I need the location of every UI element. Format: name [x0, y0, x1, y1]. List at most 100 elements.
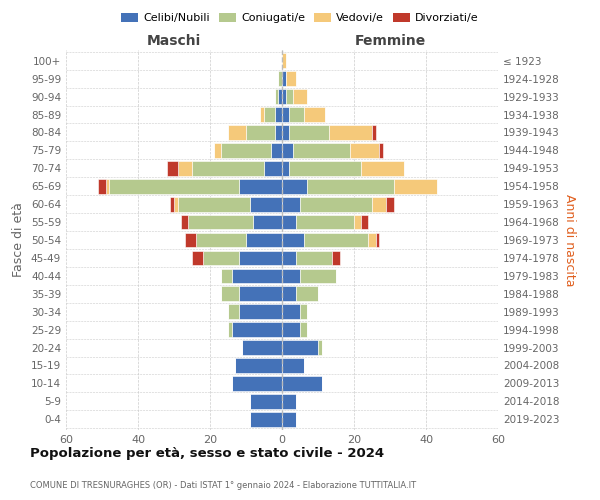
- Text: Popolazione per età, sesso e stato civile - 2024: Popolazione per età, sesso e stato civil…: [30, 448, 384, 460]
- Bar: [221, 143, 271, 158]
- Bar: [239, 304, 282, 319]
- Bar: [203, 250, 239, 266]
- Bar: [239, 286, 282, 301]
- Bar: [394, 179, 437, 194]
- Bar: [232, 376, 282, 390]
- Bar: [296, 286, 318, 301]
- Bar: [282, 250, 296, 266]
- Bar: [178, 161, 192, 176]
- Bar: [304, 232, 368, 248]
- Bar: [228, 304, 239, 319]
- Bar: [282, 232, 304, 248]
- Bar: [282, 90, 286, 104]
- Bar: [300, 197, 372, 212]
- Bar: [271, 143, 282, 158]
- Bar: [300, 304, 307, 319]
- Bar: [278, 90, 282, 104]
- Bar: [282, 394, 296, 408]
- Bar: [282, 143, 293, 158]
- Bar: [282, 376, 322, 390]
- Bar: [250, 197, 282, 212]
- Bar: [289, 161, 361, 176]
- Bar: [250, 412, 282, 426]
- Bar: [246, 232, 282, 248]
- Bar: [282, 358, 304, 373]
- Bar: [300, 322, 307, 337]
- Bar: [376, 232, 379, 248]
- Bar: [275, 125, 282, 140]
- Bar: [250, 394, 282, 408]
- Bar: [386, 197, 394, 212]
- Bar: [106, 179, 109, 194]
- Bar: [282, 340, 318, 355]
- Bar: [239, 179, 282, 194]
- Bar: [278, 72, 282, 86]
- Bar: [228, 125, 246, 140]
- Bar: [275, 90, 278, 104]
- Bar: [368, 232, 376, 248]
- Bar: [181, 214, 188, 230]
- Bar: [282, 304, 300, 319]
- Bar: [246, 125, 275, 140]
- Bar: [260, 107, 264, 122]
- Bar: [307, 179, 394, 194]
- Bar: [253, 214, 282, 230]
- Bar: [350, 143, 379, 158]
- Bar: [282, 179, 307, 194]
- Bar: [293, 90, 307, 104]
- Text: Femmine: Femmine: [355, 34, 425, 48]
- Bar: [293, 143, 350, 158]
- Bar: [192, 250, 203, 266]
- Bar: [188, 214, 253, 230]
- Bar: [304, 107, 325, 122]
- Bar: [361, 161, 404, 176]
- Bar: [379, 143, 383, 158]
- Y-axis label: Fasce di età: Fasce di età: [13, 202, 25, 278]
- Bar: [318, 340, 322, 355]
- Bar: [170, 197, 174, 212]
- Bar: [282, 54, 286, 68]
- Bar: [282, 268, 300, 283]
- Bar: [221, 286, 239, 301]
- Bar: [235, 358, 282, 373]
- Bar: [282, 322, 300, 337]
- Bar: [214, 143, 221, 158]
- Bar: [329, 125, 372, 140]
- Bar: [282, 161, 289, 176]
- Text: COMUNE DI TRESNURAGHES (OR) - Dati ISTAT 1° gennaio 2024 - Elaborazione TUTTITAL: COMUNE DI TRESNURAGHES (OR) - Dati ISTAT…: [30, 480, 416, 490]
- Bar: [282, 107, 289, 122]
- Bar: [296, 214, 354, 230]
- Bar: [178, 197, 250, 212]
- Bar: [354, 214, 361, 230]
- Bar: [167, 161, 178, 176]
- Bar: [282, 412, 296, 426]
- Bar: [282, 72, 286, 86]
- Bar: [185, 232, 196, 248]
- Bar: [286, 72, 296, 86]
- Bar: [264, 161, 282, 176]
- Bar: [300, 268, 336, 283]
- Bar: [239, 250, 282, 266]
- Bar: [296, 250, 332, 266]
- Bar: [98, 179, 106, 194]
- Bar: [228, 322, 232, 337]
- Bar: [174, 197, 178, 212]
- Bar: [289, 107, 304, 122]
- Bar: [275, 107, 282, 122]
- Legend: Celibi/Nubili, Coniugati/e, Vedovi/e, Divorziati/e: Celibi/Nubili, Coniugati/e, Vedovi/e, Di…: [117, 8, 483, 28]
- Bar: [242, 340, 282, 355]
- Bar: [196, 232, 246, 248]
- Text: Maschi: Maschi: [147, 34, 201, 48]
- Bar: [361, 214, 368, 230]
- Bar: [282, 197, 300, 212]
- Bar: [232, 268, 282, 283]
- Bar: [109, 179, 239, 194]
- Bar: [282, 286, 296, 301]
- Bar: [372, 125, 376, 140]
- Bar: [289, 125, 329, 140]
- Bar: [192, 161, 264, 176]
- Bar: [286, 90, 293, 104]
- Bar: [264, 107, 275, 122]
- Bar: [282, 214, 296, 230]
- Bar: [332, 250, 340, 266]
